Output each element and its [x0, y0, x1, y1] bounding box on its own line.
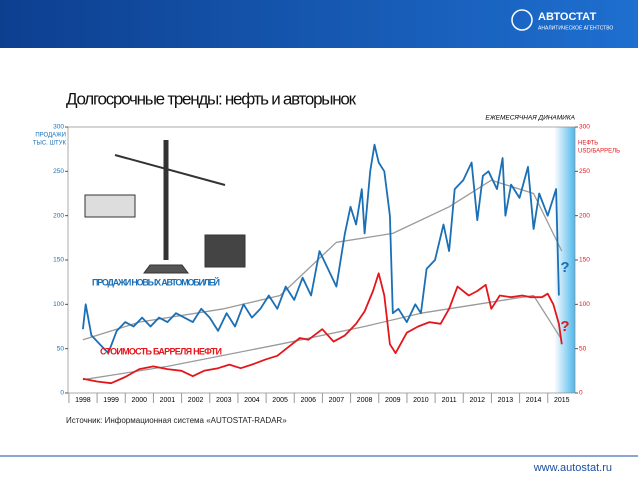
y-axis-label: ПРОДАЖИ [35, 133, 66, 139]
x-tick-label: 2014 [526, 397, 542, 404]
y2-tick-label: 250 [579, 168, 590, 175]
y2-axis-label: НЕФТЬ [578, 141, 598, 147]
y2-tick-label: 0 [579, 390, 583, 397]
y-axis-label: ТЫС. ШТУК [33, 141, 67, 147]
x-tick-label: 2013 [498, 397, 514, 404]
y-tick-label: 100 [53, 301, 64, 308]
annotation: ? [560, 259, 569, 276]
x-tick-label: 2007 [329, 397, 345, 404]
series-line [82, 143, 560, 354]
logo: АВТОСТАТ [538, 11, 597, 23]
y2-tick-label: 200 [579, 212, 590, 219]
y2-tick-label: 100 [579, 301, 590, 308]
chart-title: Долгосрочные тренды: нефть и авторынок [66, 89, 357, 108]
x-tick-label: 2011 [442, 397, 457, 404]
footer-url: www.autostat.ru [533, 462, 612, 474]
x-tick-label: 2012 [469, 397, 485, 404]
annotation: ? [560, 318, 569, 335]
trend-line [82, 294, 563, 381]
x-tick-label: 2001 [160, 397, 176, 404]
y-tick-label: 250 [53, 168, 64, 175]
x-tick-label: 2010 [413, 397, 429, 404]
x-tick-label: 2000 [131, 397, 147, 404]
y-tick-label: 50 [57, 345, 65, 352]
trend-line [82, 179, 563, 341]
y-tick-label: 200 [53, 212, 64, 219]
x-tick-label: 2004 [244, 397, 260, 404]
logo-sub: АНАЛИТИЧЕСКОЕ АГЕНТСТВО [538, 25, 613, 31]
y-tick-label: 300 [53, 124, 64, 131]
x-tick-label: 2002 [188, 397, 204, 404]
x-tick-label: 1998 [75, 397, 91, 404]
series-label: ПРОДАЖИ НОВЫХ АВТОМОБИЛЕЙ [92, 276, 220, 287]
header-bar [0, 0, 638, 48]
y-tick-label: 150 [53, 257, 64, 264]
x-tick-label: 2009 [385, 397, 401, 404]
y2-tick-label: 150 [579, 257, 590, 264]
logo-icon [511, 9, 533, 31]
y2-tick-label: 50 [579, 345, 587, 352]
y-tick-label: 0 [60, 390, 64, 397]
scale-illustration [84, 140, 246, 274]
x-tick-label: 2005 [272, 397, 288, 404]
x-tick-label: 2008 [357, 397, 373, 404]
y2-tick-label: 300 [579, 124, 590, 131]
x-tick-label: 2006 [300, 397, 316, 404]
x-tick-label: 2003 [216, 397, 232, 404]
x-tick-label: 2015 [554, 397, 570, 404]
series-line [82, 272, 563, 385]
y2-axis-label: USD/БАРРЕЛЬ [578, 149, 620, 155]
source: Источник: Информационная система «AUTOST… [66, 416, 287, 425]
x-tick-label: 1999 [103, 397, 119, 404]
subtitle: ЕЖЕМЕСЯЧНАЯ ДИНАМИКА [485, 115, 575, 122]
series-label: СТОИМОСТЬ БАРРЕЛЯ НЕФТИ [100, 346, 222, 356]
